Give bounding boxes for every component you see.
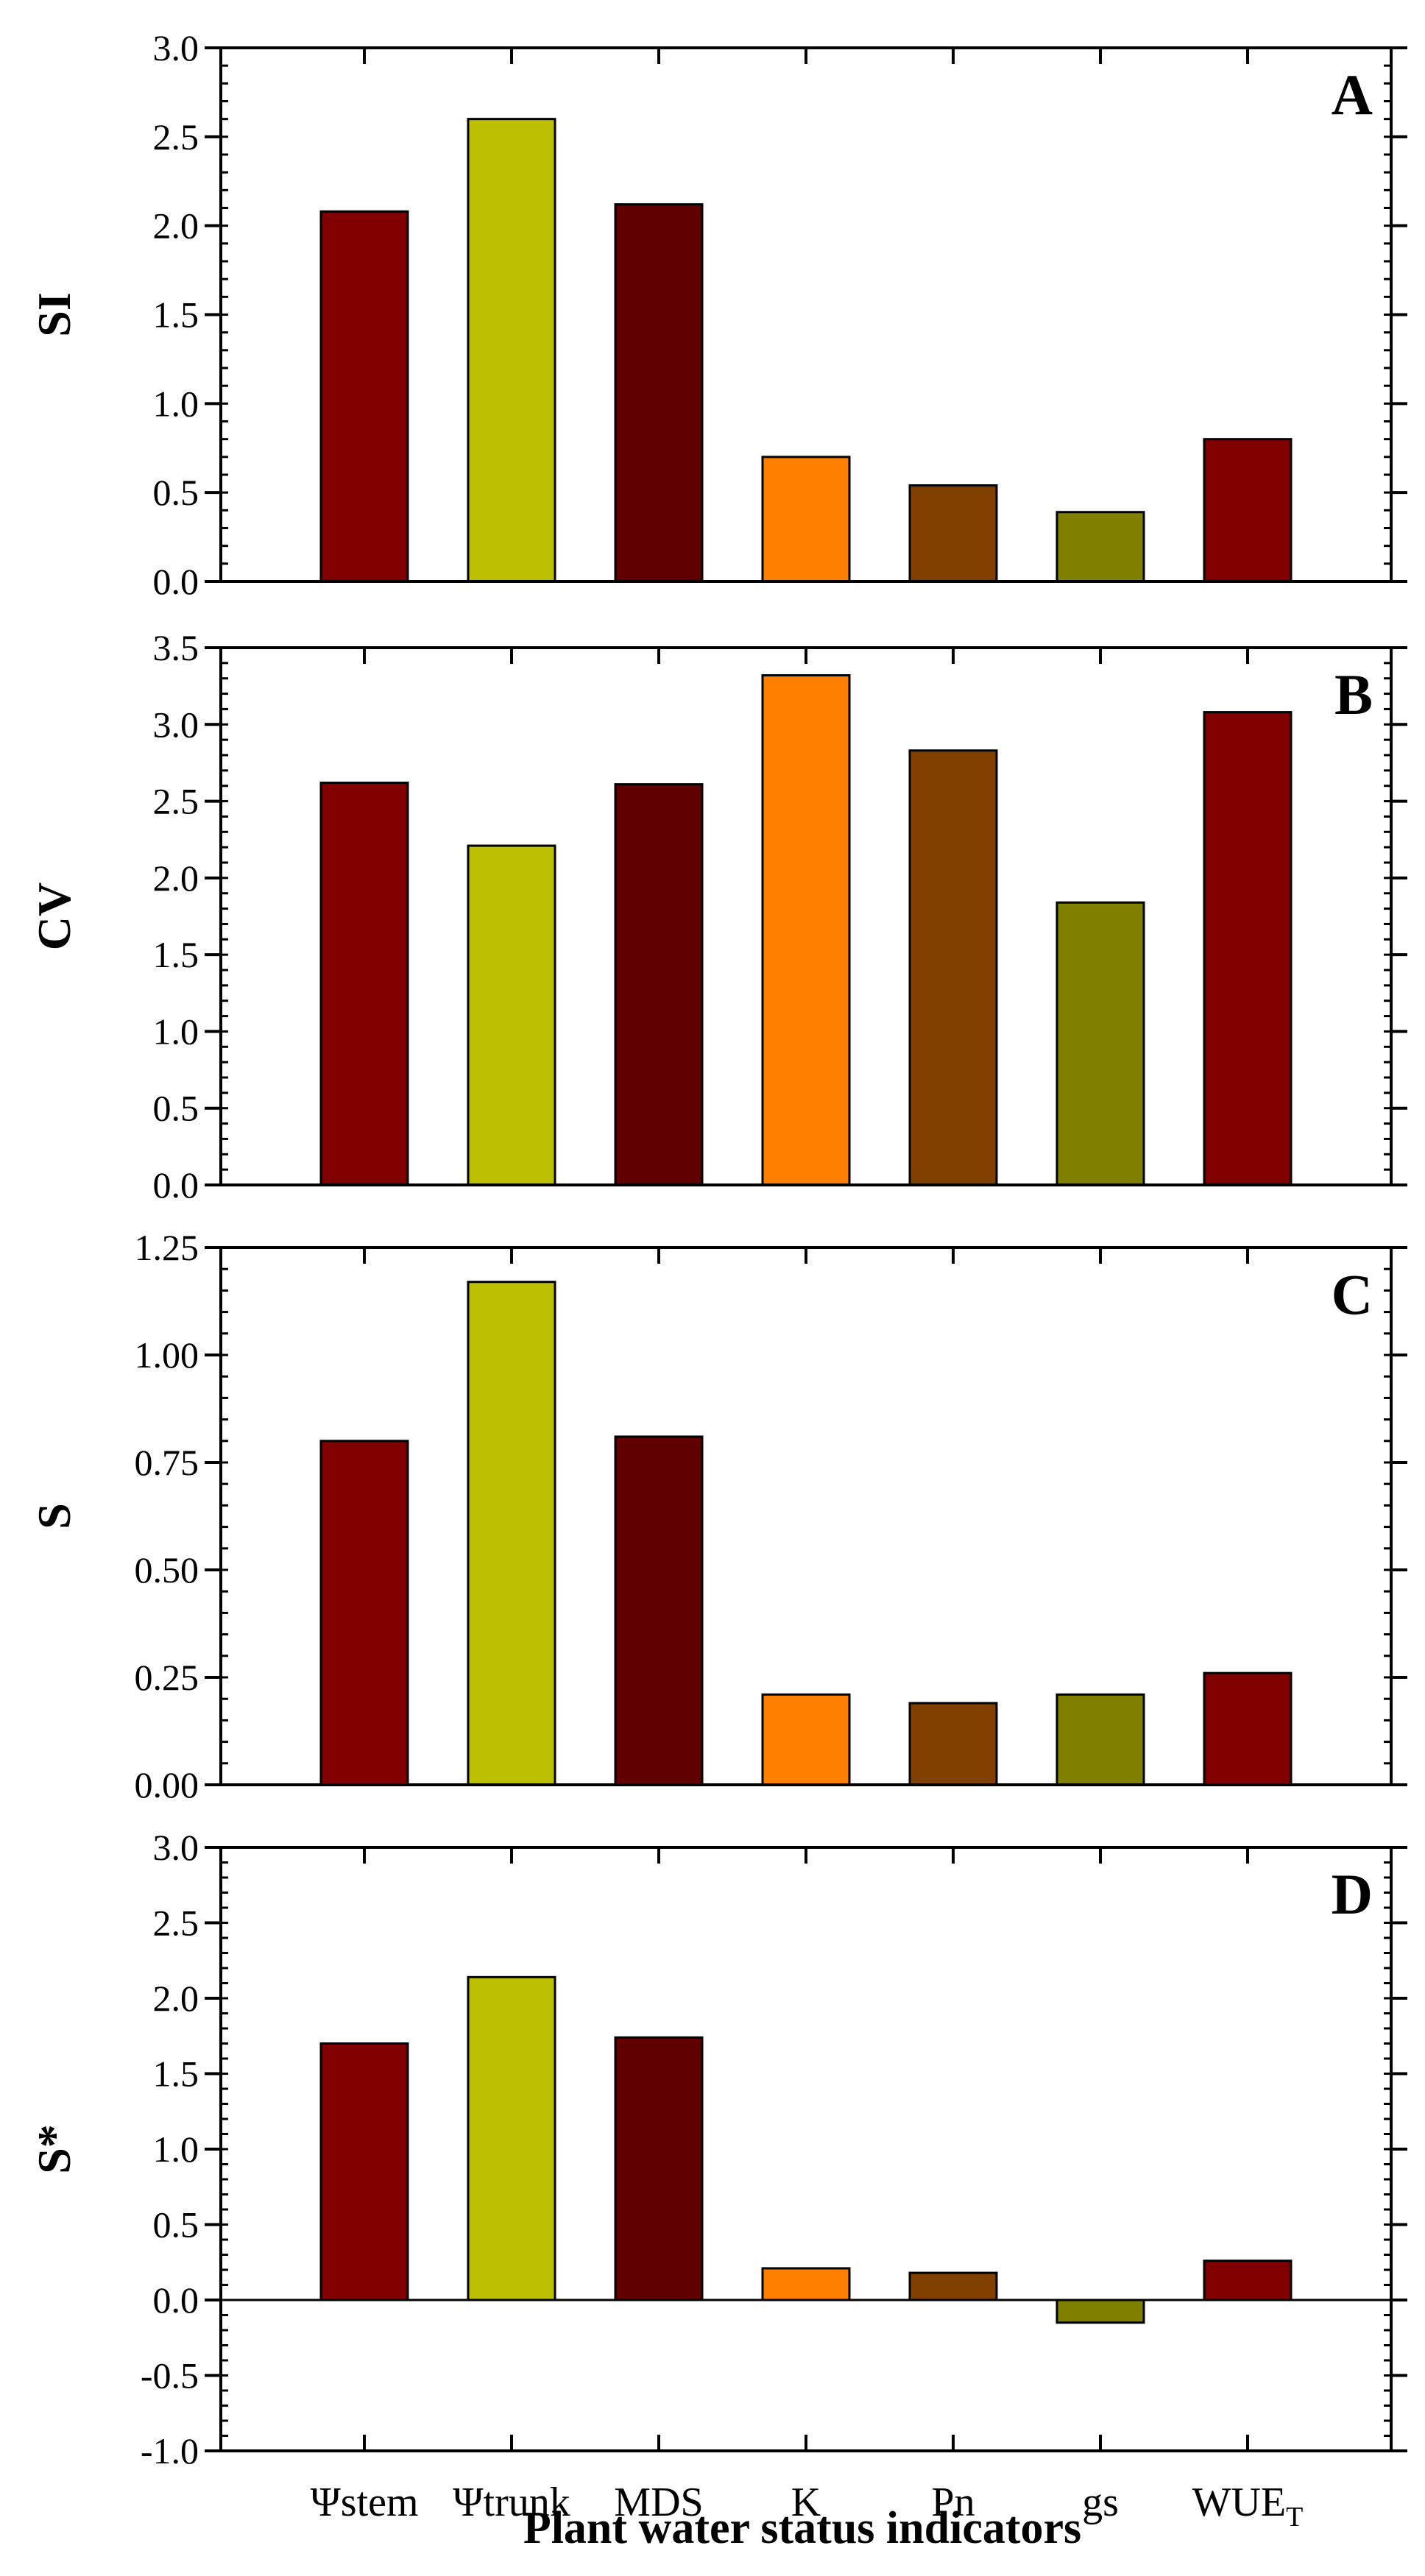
y-tick-label: -1.0 <box>141 2430 199 2471</box>
panel-letter: A <box>1332 63 1373 127</box>
chart-panels: 0.0 0.5 1.0 1.5 2.0 2.5 3.0 SI A 0.0 0.5 1.0 1.5 2.0 2… <box>28 27 1407 2471</box>
bar-a-7 <box>1203 438 1293 583</box>
y-tick-label: 1.00 <box>135 1334 199 1376</box>
y-tick-label: 0.00 <box>135 1764 199 1805</box>
x-category-label: Ψstem <box>310 2480 418 2525</box>
bar-c-3 <box>614 1435 704 1786</box>
plot-frame <box>219 1846 1393 2452</box>
y-axis-label: S* <box>28 2124 80 2174</box>
y-tick-label: 0.0 <box>153 2279 199 2321</box>
bar-d-4 <box>761 2267 851 2301</box>
y-tick-label: 2.0 <box>153 205 199 247</box>
bar-b-6 <box>1056 901 1145 1186</box>
y-tick-label: 1.5 <box>153 934 199 975</box>
panel-d: -1.0 -0.5 0.0 0.5 1.0 1.5 2.0 2.5 3.0 S* D <box>28 1827 1407 2471</box>
bar-c-6 <box>1056 1693 1145 1786</box>
panel-c: 0.00 0.25 0.50 0.75 1.00 1.25 S C <box>28 1227 1407 1805</box>
y-tick-label: 0.0 <box>153 561 199 602</box>
panel-letter: D <box>1332 1862 1373 1926</box>
y-tick-label: 3.0 <box>153 27 199 68</box>
panel-letter: B <box>1334 662 1373 726</box>
x-category-label: K <box>791 2480 821 2525</box>
plot-frame <box>219 1246 1393 1786</box>
y-tick-label: 1.0 <box>153 1011 199 1052</box>
bar-d-5 <box>908 2271 998 2301</box>
y-tick-label: 1.25 <box>135 1227 199 1268</box>
bar-d-3 <box>614 2036 704 2301</box>
y-tick-label: 1.5 <box>153 294 199 336</box>
y-tick-label: 2.5 <box>153 1903 199 1944</box>
bar-a-1 <box>319 210 409 583</box>
y-tick-label: 0.75 <box>135 1442 199 1483</box>
bar-a-6 <box>1056 511 1145 583</box>
bar-a-2 <box>467 118 556 583</box>
x-axis-label: Plant water status indicators <box>523 2503 1081 2553</box>
y-axis-label: SI <box>28 292 80 337</box>
bar-b-1 <box>319 782 409 1186</box>
bar-d-2 <box>467 1975 556 2301</box>
y-tick-label: 0.5 <box>153 2204 199 2246</box>
bar-b-3 <box>614 783 704 1186</box>
y-axis-label: CV <box>28 882 80 950</box>
bar-a-5 <box>908 484 998 583</box>
y-tick-label: 2.0 <box>153 1978 199 2019</box>
y-tick-label: 0.0 <box>153 1164 199 1206</box>
x-category-label: MDS <box>614 2480 703 2525</box>
panel-letter: C <box>1332 1262 1373 1326</box>
y-axis-label: S <box>28 1503 80 1529</box>
panel-a: 0.0 0.5 1.0 1.5 2.0 2.5 3.0 SI A <box>28 27 1407 602</box>
bar-c-1 <box>319 1440 409 1786</box>
bar-c-4 <box>761 1693 851 1786</box>
y-tick-label: 1.0 <box>153 2129 199 2170</box>
x-category-label: Pn <box>931 2480 975 2525</box>
bar-c-2 <box>467 1281 556 1786</box>
bar-b-7 <box>1203 711 1293 1186</box>
x-category-label: gs <box>1082 2480 1119 2525</box>
plot-frame <box>219 46 1393 583</box>
y-tick-label: 3.0 <box>153 1827 199 1868</box>
x-category-label: WUET <box>1192 2480 1304 2533</box>
bar-b-5 <box>908 749 998 1186</box>
bar-d-6 <box>1056 2299 1145 2324</box>
plot-frame <box>219 646 1393 1186</box>
bar-a-4 <box>761 456 851 583</box>
bar-a-3 <box>614 203 704 583</box>
y-tick-label: 3.0 <box>153 704 199 745</box>
bar-d-1 <box>319 2042 409 2301</box>
y-tick-label: 2.0 <box>153 857 199 899</box>
x-category-labels: Ψstem Ψtrunk MDS K Pn gs WUET <box>310 2480 1303 2533</box>
bar-b-2 <box>467 844 556 1186</box>
bar-b-4 <box>761 674 851 1186</box>
y-tick-label: -0.5 <box>141 2355 199 2396</box>
panel-b: 0.0 0.5 1.0 1.5 2.0 2.5 3.0 3.5 CV B <box>28 627 1407 1206</box>
bar-d-7 <box>1203 2260 1293 2301</box>
y-tick-label: 0.25 <box>135 1657 199 1698</box>
y-tick-label: 1.5 <box>153 2053 199 2095</box>
y-tick-label: 0.5 <box>153 1088 199 1129</box>
y-tick-label: 2.5 <box>153 116 199 158</box>
y-tick-label: 3.5 <box>153 627 199 668</box>
x-category-label: Ψtrunk <box>453 2480 570 2525</box>
y-tick-label: 0.5 <box>153 472 199 513</box>
y-tick-label: 0.50 <box>135 1549 199 1590</box>
bar-c-5 <box>908 1702 998 1786</box>
bar-c-7 <box>1203 1671 1293 1786</box>
y-tick-label: 2.5 <box>153 781 199 822</box>
y-tick-label: 1.0 <box>153 383 199 424</box>
